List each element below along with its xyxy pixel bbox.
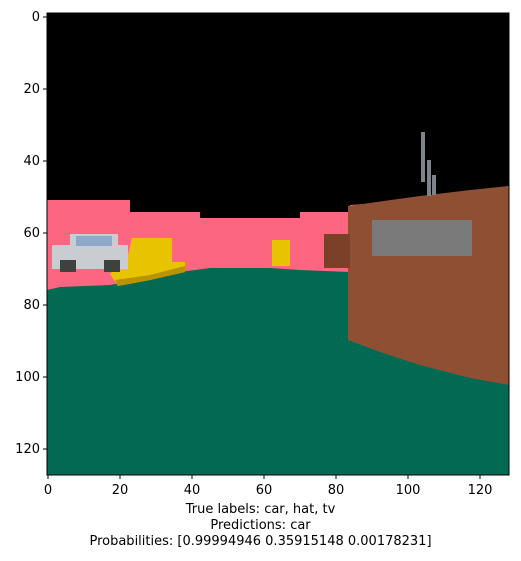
x-tick-label: 100 bbox=[396, 483, 421, 498]
hat-shadow bbox=[115, 266, 185, 286]
x-tick-label: 40 bbox=[184, 483, 201, 498]
x-tick-label: 60 bbox=[256, 483, 273, 498]
x-tick-label: 0 bbox=[44, 483, 52, 498]
y-tick-label: 100 bbox=[15, 370, 40, 385]
tv-antenna-branch bbox=[427, 160, 431, 196]
hat-small-object bbox=[272, 240, 290, 266]
y-tick-label: 120 bbox=[15, 442, 40, 457]
y-tick-label: 0 bbox=[32, 10, 40, 25]
car-wheel-front bbox=[60, 260, 76, 272]
car-window bbox=[76, 236, 112, 246]
true-labels-text: True labels: car, hat, tv bbox=[185, 502, 336, 517]
tv-screen bbox=[372, 220, 472, 256]
scene-ground bbox=[47, 268, 350, 475]
y-axis: 0 20 40 60 80 100 120 bbox=[15, 10, 47, 457]
axes-frame bbox=[46, 12, 510, 476]
car-wheel-rear bbox=[104, 260, 120, 272]
predictions-text: Predictions: car bbox=[210, 518, 311, 533]
probabilities-text: Probabilities: [0.99994946 0.35915148 0.… bbox=[89, 534, 432, 549]
x-tick-label: 80 bbox=[328, 483, 345, 498]
x-tick-label: 20 bbox=[112, 483, 129, 498]
y-tick-label: 60 bbox=[23, 226, 40, 241]
barrel-object bbox=[324, 234, 350, 268]
x-axis: 0 20 40 60 80 100 120 bbox=[44, 475, 493, 498]
y-tick-label: 40 bbox=[23, 154, 40, 169]
tv-antenna bbox=[421, 132, 425, 182]
x-tick-label: 120 bbox=[468, 483, 493, 498]
y-tick-label: 20 bbox=[23, 82, 40, 97]
rendered-scene bbox=[47, 13, 509, 475]
y-tick-label: 80 bbox=[23, 298, 40, 313]
tv-antenna-tip bbox=[432, 175, 436, 195]
car-object bbox=[52, 234, 128, 272]
classification-caption: True labels: car, hat, tv Predictions: c… bbox=[0, 502, 521, 550]
